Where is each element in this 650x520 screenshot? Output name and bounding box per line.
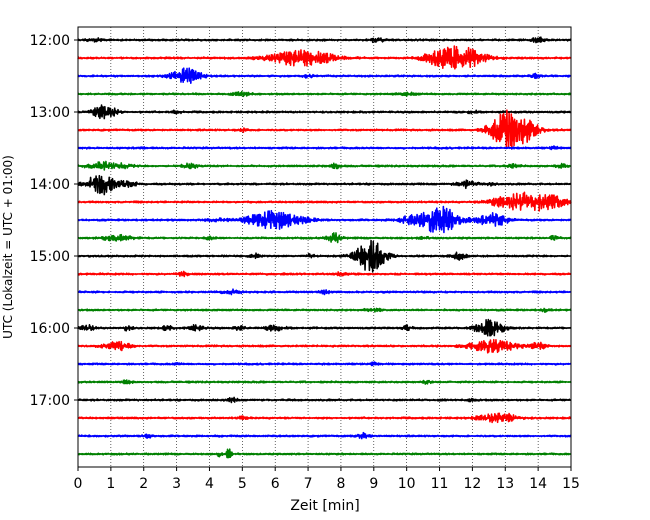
trace-line <box>77 90 572 98</box>
trace-line <box>77 396 572 404</box>
trace-line <box>77 145 572 151</box>
plot-frame <box>77 26 572 468</box>
y-axis-label: UTC (Lokalzeit = UTC + 01:00) <box>1 155 15 339</box>
x-tick-label: 8 <box>336 476 345 492</box>
trace-line <box>77 232 572 244</box>
trace-line <box>77 448 572 459</box>
trace-line <box>77 431 572 440</box>
y-tick-label: 14:00 <box>30 177 70 193</box>
x-axis-label: Zeit [min] <box>290 498 359 514</box>
y-tick-label: 17:00 <box>30 393 70 409</box>
x-tick-label: 13 <box>496 476 514 492</box>
trace-line <box>77 338 572 354</box>
x-tick-label: 4 <box>205 476 214 492</box>
trace-line <box>77 67 572 85</box>
y-axis: 12:00 13:00 14:00 15:00 16:00 17:00 <box>30 33 78 409</box>
trace-line <box>77 45 572 70</box>
x-tick-label: 3 <box>172 476 181 492</box>
x-tick-label: 6 <box>271 476 280 492</box>
x-tick-label: 0 <box>74 476 83 492</box>
x-tick-label: 1 <box>106 476 115 492</box>
x-tick-label: 2 <box>139 476 148 492</box>
seismic-traces <box>77 36 572 459</box>
trace-line <box>77 104 572 120</box>
trace-line <box>77 109 572 150</box>
y-tick-label: 15:00 <box>30 249 70 265</box>
trace-line <box>77 36 572 44</box>
trace-line <box>77 361 572 367</box>
trace-line <box>77 412 572 424</box>
x-axis: 0 1 2 3 4 5 6 7 8 9 10 11 12 13 14 15 <box>74 467 580 492</box>
trace-line <box>77 318 572 337</box>
x-tick-label: 12 <box>463 476 481 492</box>
x-tick-label: 9 <box>369 476 378 492</box>
trace-line <box>77 379 572 385</box>
x-tick-label: 15 <box>562 476 580 492</box>
trace-line <box>77 160 572 171</box>
x-tick-label: 10 <box>398 476 416 492</box>
trace-line <box>77 174 572 196</box>
x-tick-label: 5 <box>238 476 247 492</box>
trace-line <box>77 307 572 313</box>
x-tick-label: 11 <box>431 476 449 492</box>
trace-line <box>77 191 572 212</box>
trace-line <box>77 270 572 278</box>
y-tick-label: 13:00 <box>30 105 70 121</box>
trace-line <box>77 288 572 296</box>
y-tick-label: 12:00 <box>30 33 70 49</box>
trace-line <box>77 239 572 273</box>
vertical-grid <box>110 27 539 467</box>
x-tick-label: 7 <box>304 476 313 492</box>
x-tick-label: 14 <box>529 476 547 492</box>
trace-line <box>77 205 572 234</box>
y-tick-label: 16:00 <box>30 321 70 337</box>
